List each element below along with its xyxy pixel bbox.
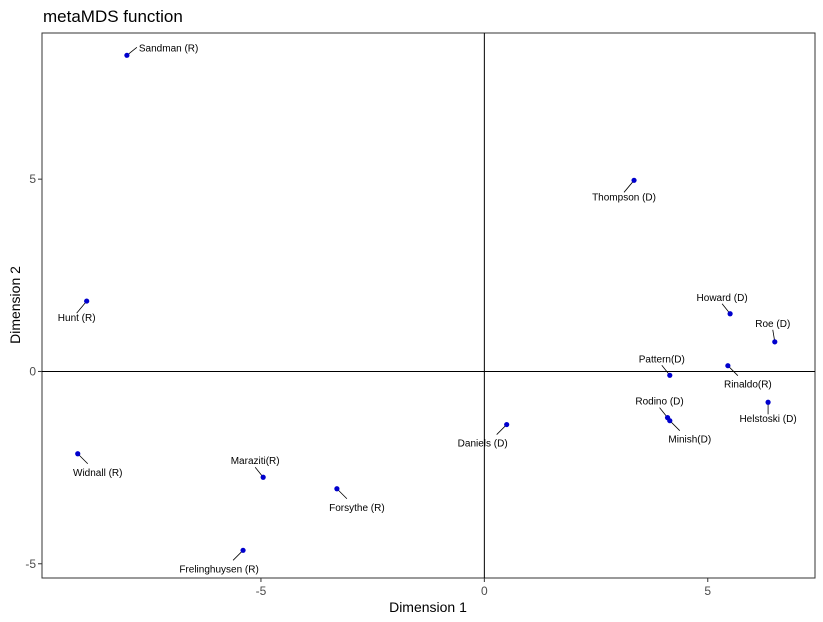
point-label: Maraziti(R)	[231, 456, 280, 467]
point-label: Minish(D)	[668, 435, 711, 446]
point-label: Sandman (R)	[139, 43, 198, 54]
y-tick-label: 0	[29, 364, 36, 378]
data-points	[75, 52, 778, 553]
data-point	[124, 52, 130, 58]
data-point	[765, 399, 771, 405]
axis-ticks: -5 0 5 -5 0 5	[25, 172, 711, 598]
data-point	[727, 311, 733, 317]
plot-panel	[41, 32, 816, 579]
y-axis-title: Dimension 2	[7, 266, 23, 344]
point-labels: Sandman (R) Thompson (D) Hunt (R) Howard (D…	[58, 43, 797, 575]
x-axis-title: Dimension 1	[389, 599, 467, 615]
point-label: Widnall (R)	[73, 468, 122, 479]
point-label: Pattern(D)	[639, 354, 685, 365]
data-point	[631, 177, 637, 183]
point-label: Thompson (D)	[592, 192, 656, 203]
data-point	[772, 339, 778, 345]
data-point	[725, 363, 731, 369]
point-label: Frelinghuysen (R)	[179, 564, 258, 575]
y-tick-label: 5	[29, 172, 36, 186]
data-point	[240, 547, 246, 553]
data-point	[260, 474, 266, 480]
point-label: Helstoski (D)	[739, 414, 796, 425]
x-tick-label: -5	[256, 584, 267, 598]
point-label: Howard (D)	[697, 293, 748, 304]
data-point	[75, 451, 81, 457]
point-label: Forsythe (R)	[329, 503, 385, 514]
label-leader-line	[623, 180, 635, 193]
point-label: Roe (D)	[755, 319, 790, 330]
reference-lines	[42, 33, 815, 578]
data-point	[334, 486, 340, 492]
point-label: Rinaldo(R)	[724, 380, 772, 391]
point-label: Rodino (D)	[635, 397, 683, 408]
y-tick-label: -5	[25, 557, 36, 571]
data-point	[504, 421, 510, 428]
data-point	[84, 298, 90, 304]
data-point	[667, 372, 673, 378]
x-tick-label: 5	[704, 584, 711, 598]
point-label: Hunt (R)	[58, 313, 96, 324]
x-tick-label: 0	[481, 584, 488, 598]
chart-title: metaMDS function	[43, 7, 183, 26]
label-leader-line	[76, 300, 87, 314]
data-point	[667, 418, 673, 424]
point-label: Daniels (D)	[458, 439, 508, 450]
